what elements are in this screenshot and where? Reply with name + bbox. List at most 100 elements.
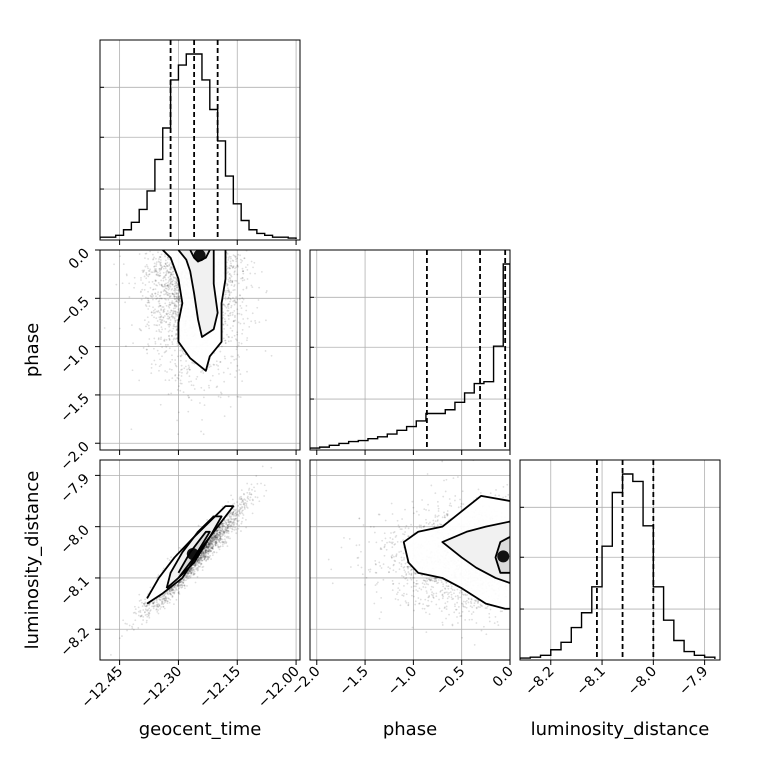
- scatter-point: [228, 516, 231, 518]
- scatter-point: [226, 529, 229, 532]
- scatter-point: [173, 304, 176, 306]
- histogram-bar: [387, 434, 397, 449]
- scatter-point: [212, 538, 215, 540]
- scatter-point: [230, 265, 233, 267]
- scatter-point: [228, 515, 231, 518]
- scatter-point: [173, 277, 175, 279]
- scatter-point: [232, 265, 234, 268]
- scatter-point: [147, 321, 150, 323]
- scatter-point: [224, 540, 227, 543]
- scatter-point: [223, 531, 226, 534]
- scatter-point: [165, 338, 168, 341]
- scatter-point: [241, 510, 244, 512]
- scatter-point: [227, 314, 229, 317]
- scatter-point: [228, 292, 231, 295]
- scatter-point: [169, 275, 172, 278]
- scatter-point: [234, 513, 236, 515]
- scatter-point: [230, 521, 233, 524]
- scatter-point: [242, 288, 245, 291]
- scatter-point: [125, 274, 128, 277]
- scatter-point: [205, 559, 208, 562]
- scatter-point: [208, 549, 210, 552]
- scatter-point: [236, 257, 239, 260]
- scatter-point: [245, 304, 248, 307]
- scatter-point: [180, 347, 183, 350]
- scatter-point: [240, 503, 242, 506]
- scatter-point: [230, 523, 233, 526]
- scatter-point: [168, 296, 171, 299]
- scatter-point: [200, 562, 203, 565]
- histogram-bar: [455, 402, 465, 449]
- scatter-point: [234, 319, 237, 322]
- scatter-point: [168, 339, 171, 341]
- scatter-point: [211, 547, 214, 550]
- scatter-point: [219, 533, 222, 536]
- scatter-point: [221, 523, 224, 526]
- scatter-point: [194, 581, 197, 584]
- scatter-point: [159, 263, 162, 266]
- scatter-point: [160, 266, 163, 269]
- scatter-point: [155, 310, 158, 313]
- scatter-point: [179, 382, 182, 385]
- scatter-point: [244, 502, 247, 504]
- scatter-point: [209, 539, 212, 541]
- scatter-point: [232, 514, 235, 517]
- scatter-point: [221, 530, 223, 533]
- scatter-point: [234, 255, 237, 258]
- scatter-point: [232, 511, 235, 514]
- scatter-point: [215, 536, 217, 539]
- scatter-point: [208, 540, 211, 543]
- scatter-point: [158, 295, 161, 297]
- scatter-point: [166, 284, 169, 287]
- scatter-point: [169, 329, 171, 332]
- scatter-point: [168, 313, 171, 316]
- histogram-bar: [147, 191, 155, 239]
- scatter-point: [187, 367, 190, 370]
- scatter-point: [190, 571, 193, 574]
- scatter-point: [186, 576, 189, 579]
- scatter-point: [170, 271, 173, 274]
- scatter-point: [183, 367, 186, 370]
- scatter-point: [226, 284, 229, 286]
- scatter-point: [176, 286, 178, 289]
- scatter-point: [153, 601, 156, 604]
- scatter-point: [176, 388, 179, 391]
- scatter-point: [246, 496, 249, 499]
- scatter-point: [185, 576, 188, 578]
- scatter-point: [144, 284, 147, 286]
- scatter-point: [229, 277, 231, 280]
- scatter-point: [156, 349, 159, 352]
- scatter-point: [152, 295, 155, 297]
- scatter-point: [179, 586, 181, 588]
- scatter-point: [251, 488, 253, 491]
- histogram-bar: [233, 204, 241, 239]
- scatter-point: [164, 274, 167, 277]
- scatter-point: [190, 567, 193, 570]
- scatter-point: [148, 273, 150, 276]
- scatter-point: [177, 592, 180, 595]
- scatter-point: [229, 405, 232, 408]
- histogram-bar: [124, 230, 132, 239]
- scatter-point: [221, 529, 224, 531]
- scatter-point: [218, 526, 221, 529]
- scatter-point: [226, 527, 229, 529]
- scatter-point: [209, 540, 212, 543]
- scatter-point: [168, 325, 171, 328]
- scatter-point: [222, 529, 225, 532]
- scatter-point: [212, 545, 215, 548]
- scatter-point: [175, 293, 178, 296]
- scatter-point: [171, 588, 174, 591]
- scatter-point: [168, 559, 171, 562]
- scatter-point: [204, 550, 206, 553]
- scatter-point: [233, 300, 236, 303]
- scatter-point: [207, 548, 210, 551]
- scatter-point: [170, 273, 173, 276]
- scatter-point: [240, 530, 242, 532]
- scatter-point: [167, 298, 170, 301]
- scatter-point: [150, 311, 153, 314]
- scatter-point: [133, 276, 136, 279]
- scatter-point: [238, 294, 241, 297]
- scatter-point: [202, 550, 204, 553]
- scatter-point: [203, 547, 206, 550]
- scatter-point: [173, 294, 175, 297]
